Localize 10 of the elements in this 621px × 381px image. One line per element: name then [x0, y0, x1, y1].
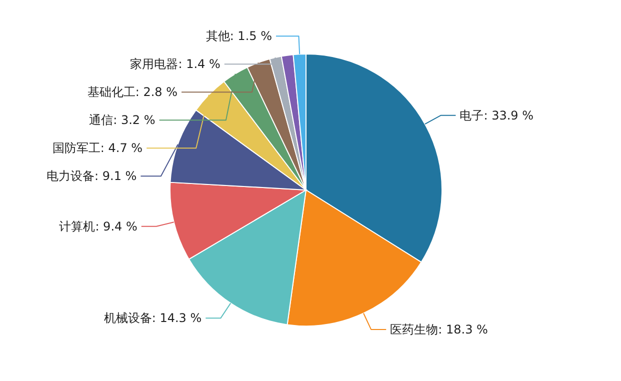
slice-label: 医药生物: 18.3 %: [390, 322, 488, 337]
slice-label: 电力设备: 9.1 %: [46, 169, 137, 184]
slice-label: 机械设备: 14.3 %: [104, 311, 202, 326]
slice-label: 其他: 1.5 %: [206, 29, 272, 44]
slice-label: 电子: 33.9 %: [460, 108, 534, 122]
slice-label: 计算机: 9.4 %: [59, 219, 138, 234]
slice-label: 基础化工: 2.8 %: [87, 85, 178, 100]
slice-label: 通信: 3.2 %: [89, 113, 156, 128]
slice-label: 家用电器: 1.4 %: [130, 57, 220, 72]
slice-label: 国防军工: 4.7 %: [52, 141, 143, 156]
